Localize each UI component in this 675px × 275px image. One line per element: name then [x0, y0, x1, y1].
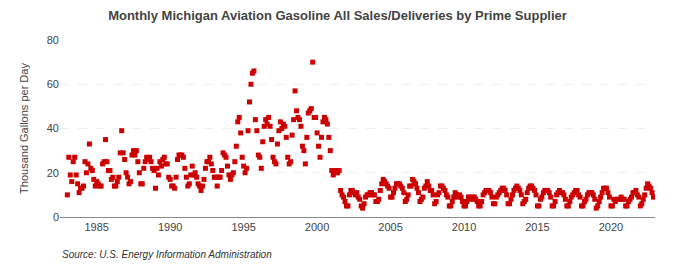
svg-text:1985: 1985	[84, 221, 108, 233]
svg-text:Source: U.S. Energy Informatio: Source: U.S. Energy Information Administ…	[62, 249, 272, 260]
svg-text:1990: 1990	[158, 221, 182, 233]
svg-text:0: 0	[53, 211, 59, 223]
svg-text:Thousand Gallons per Day: Thousand Gallons per Day	[18, 63, 30, 194]
svg-text:20: 20	[47, 167, 59, 179]
svg-text:2015: 2015	[525, 221, 549, 233]
svg-text:2010: 2010	[452, 221, 476, 233]
svg-text:1995: 1995	[231, 221, 255, 233]
svg-text:2020: 2020	[599, 221, 623, 233]
svg-text:Monthly Michigan Aviation Gaso: Monthly Michigan Aviation Gasoline All S…	[108, 8, 567, 23]
svg-text:80: 80	[47, 34, 59, 46]
svg-text:2000: 2000	[305, 221, 329, 233]
svg-text:2005: 2005	[378, 221, 402, 233]
svg-text:60: 60	[47, 78, 59, 90]
svg-text:40: 40	[47, 122, 59, 134]
